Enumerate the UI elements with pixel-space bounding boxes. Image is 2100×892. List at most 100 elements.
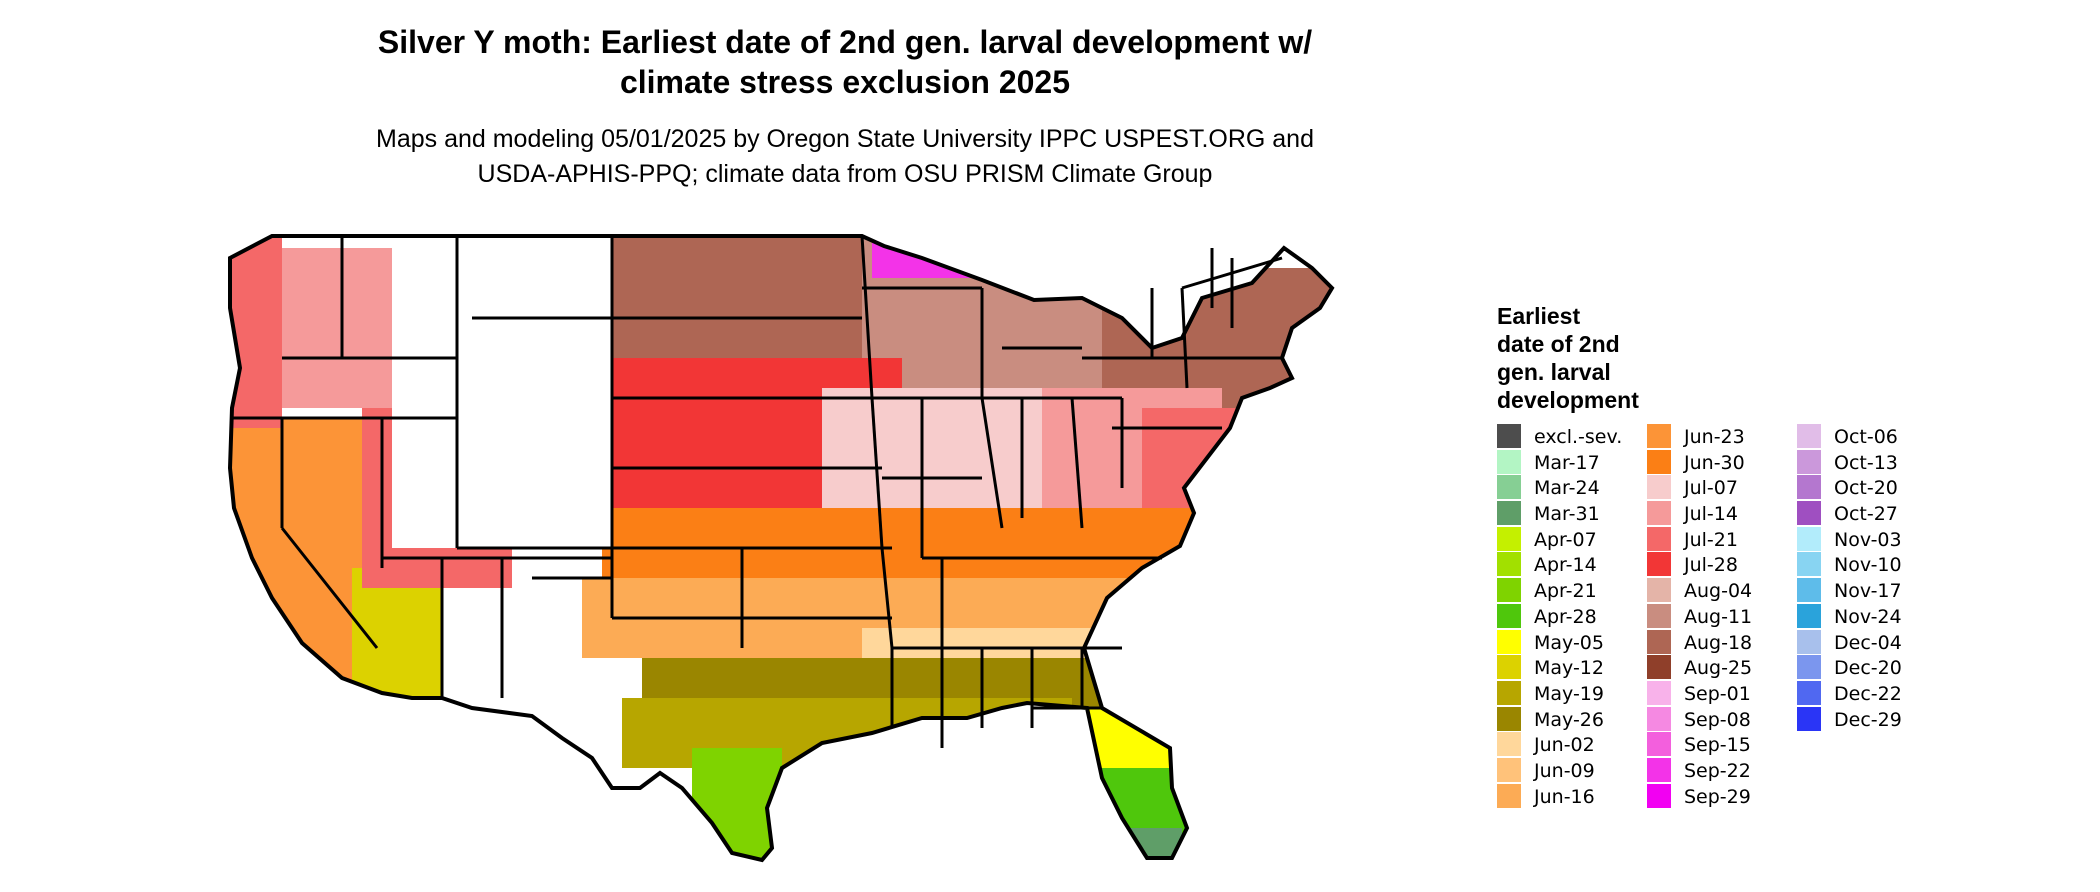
legend-item: Apr-28 xyxy=(1497,603,1647,630)
border-line xyxy=(860,235,874,399)
legend-swatch xyxy=(1497,783,1521,808)
legend-label: Nov-10 xyxy=(1834,554,1902,577)
legend-item: Jul-21 xyxy=(1647,526,1797,553)
legend-label: Sep-01 xyxy=(1684,682,1751,705)
legend-swatch xyxy=(1647,629,1671,654)
legend-title-line: development xyxy=(1497,387,1639,413)
map-subtitle-line-2: USDA-APHIS-PPQ; climate data from OSU PR… xyxy=(477,160,1213,188)
legend-swatch xyxy=(1647,552,1671,577)
legend-item: Dec-20 xyxy=(1797,655,1947,681)
legend-item: Nov-10 xyxy=(1797,552,1947,578)
legend-item: Sep-08 xyxy=(1647,706,1797,733)
legend-item: Nov-03 xyxy=(1797,526,1947,553)
legend-swatch xyxy=(1797,629,1821,654)
border-line xyxy=(880,547,894,649)
legend-swatch xyxy=(1647,526,1671,551)
legend-label: Aug-25 xyxy=(1684,657,1753,680)
legend-item: Jul-07 xyxy=(1647,475,1797,501)
pnw-coast-region xyxy=(230,238,282,428)
legend-item: Aug-04 xyxy=(1647,578,1797,604)
legend-label: Dec-04 xyxy=(1834,631,1902,654)
legend-label: Sep-29 xyxy=(1684,785,1751,808)
legend-swatch xyxy=(1647,757,1671,782)
legend-label: Oct-27 xyxy=(1834,503,1898,526)
legend-label: Jun-23 xyxy=(1684,426,1745,448)
legend-label: Nov-17 xyxy=(1834,580,1902,603)
legend-label: Dec-29 xyxy=(1834,708,1902,731)
legend-item: Sep-29 xyxy=(1647,783,1797,810)
legend-label: May-19 xyxy=(1534,682,1604,705)
legend-item: Mar-17 xyxy=(1497,449,1647,476)
desert-region xyxy=(352,568,442,708)
legend-label: Jun-02 xyxy=(1534,734,1595,757)
legend-item: Mar-24 xyxy=(1497,475,1647,501)
legend-swatch xyxy=(1497,732,1521,757)
legend-swatch xyxy=(1797,475,1821,500)
legend-label: Nov-24 xyxy=(1834,605,1902,628)
legend-label: Jul-14 xyxy=(1684,503,1738,526)
legend-label: Jun-09 xyxy=(1534,759,1595,782)
legend-item: Jun-16 xyxy=(1497,783,1647,810)
us-map xyxy=(228,234,1334,862)
legend-column: Jun-23 Jun-30 Jul-07 Jul-14 Jul-21 Jul-28 Aug-… xyxy=(1647,424,1797,809)
legend-item: Apr-21 xyxy=(1497,578,1647,604)
legend-label: Dec-20 xyxy=(1834,657,1902,680)
legend-swatch xyxy=(1797,680,1821,705)
legend-label: Aug-18 xyxy=(1684,631,1753,654)
legend-label: May-05 xyxy=(1534,631,1604,654)
legend-swatch xyxy=(1797,424,1821,448)
legend-label: Apr-28 xyxy=(1534,605,1597,628)
legend-swatch xyxy=(1797,578,1821,603)
legend-item: Sep-22 xyxy=(1647,757,1797,784)
legend-swatch xyxy=(1647,449,1671,474)
legend-label: Jul-21 xyxy=(1684,528,1738,551)
legend-swatch xyxy=(1647,475,1671,500)
legend-swatch xyxy=(1497,501,1521,526)
legend-label: Aug-11 xyxy=(1684,605,1753,628)
legend-swatch xyxy=(1647,706,1671,731)
legend-item: Aug-18 xyxy=(1647,629,1797,656)
legend-label: Mar-31 xyxy=(1534,503,1600,526)
legend-item: Nov-24 xyxy=(1797,603,1947,630)
legend-label: Nov-03 xyxy=(1834,528,1902,551)
legend-item: Oct-27 xyxy=(1797,501,1947,527)
california-region xyxy=(230,418,372,708)
legend-swatch xyxy=(1497,578,1521,603)
legend-title: Earliest date of 2nd gen. larval develop… xyxy=(1497,302,1697,414)
legend-swatch xyxy=(1647,783,1671,808)
legend-title-line: date of 2nd xyxy=(1497,331,1620,357)
legend-label: May-26 xyxy=(1534,708,1604,731)
legend-item: Apr-14 xyxy=(1497,552,1647,578)
legend-item: Aug-11 xyxy=(1647,603,1797,630)
legend-item: Jun-23 xyxy=(1647,424,1797,450)
legend-item: Jul-14 xyxy=(1647,501,1797,527)
legend-swatch xyxy=(1497,449,1521,474)
legend-item: Sep-01 xyxy=(1647,680,1797,707)
legend-label: Aug-04 xyxy=(1684,580,1753,603)
legend-label: Apr-21 xyxy=(1534,580,1597,603)
legend-label: Jul-07 xyxy=(1684,477,1738,500)
map-subtitle: Maps and modeling 05/01/2025 by Oregon S… xyxy=(300,122,1390,192)
legend-item: Jun-02 xyxy=(1497,732,1647,758)
legend-column: excl.-sev. Mar-17 Mar-24 Mar-31 Apr-07 Apr-14… xyxy=(1497,424,1647,809)
legend-swatch xyxy=(1797,552,1821,577)
legend-item: Dec-04 xyxy=(1797,629,1947,656)
legend-swatch xyxy=(1797,501,1821,526)
legend-swatch xyxy=(1497,680,1521,705)
legend-swatch xyxy=(1647,578,1671,603)
legend-swatch xyxy=(1497,424,1521,448)
legend-item: May-05 xyxy=(1497,629,1647,656)
legend-swatch xyxy=(1797,706,1821,731)
legend-swatch xyxy=(1647,424,1671,448)
legend-label: Mar-24 xyxy=(1534,477,1600,500)
legend-swatch xyxy=(1647,732,1671,757)
legend-swatch xyxy=(1797,655,1821,680)
border-line xyxy=(280,527,379,649)
map-subtitle-line-1: Maps and modeling 05/01/2025 by Oregon S… xyxy=(376,125,1314,153)
legend-label: Sep-15 xyxy=(1684,734,1751,757)
state-borders xyxy=(230,234,1283,748)
legend-label: Sep-08 xyxy=(1684,708,1751,731)
legend-label: Apr-14 xyxy=(1534,554,1597,577)
rocky-mountain-region xyxy=(392,236,612,548)
legend-swatch xyxy=(1647,603,1671,628)
